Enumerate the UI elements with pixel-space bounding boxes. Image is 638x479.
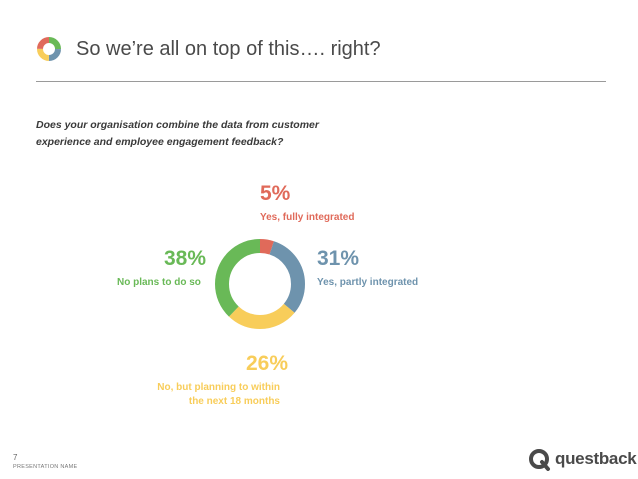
brand-name: questback: [555, 449, 637, 468]
questback-q-icon: [529, 449, 550, 471]
survey-question: Does your organisation combine the data …: [36, 119, 319, 148]
donut-slice-partly-integrated: [215, 239, 305, 329]
brand-logo: questback: [527, 447, 637, 471]
slice-label-planning: No, but planning to within the next 18 m…: [157, 382, 280, 407]
slice-pct-partly-integrated: 31%: [317, 247, 360, 270]
slide-title: So we’re all on top of this…. right?: [76, 38, 381, 60]
slice-label-no-plans: No plans to do so: [117, 277, 201, 288]
slice-pct-no-plans: 38%: [164, 247, 207, 270]
slice-label-fully-integrated: Yes, fully integrated: [260, 212, 355, 223]
page-number: 7: [13, 453, 18, 462]
questback-ring-logo-icon: [37, 37, 61, 61]
footer-presentation-name: PRESENTATION NAME: [13, 464, 78, 470]
slice-label-partly-integrated: Yes, partly integrated: [317, 277, 419, 288]
donut-slice-no-plans: [215, 239, 305, 329]
donut-slice-planning: [215, 239, 305, 329]
donut-chart: [215, 239, 305, 329]
title-divider: [36, 81, 606, 82]
slice-pct-fully-integrated: 5%: [260, 182, 291, 205]
slice-pct-planning: 26%: [246, 352, 289, 375]
